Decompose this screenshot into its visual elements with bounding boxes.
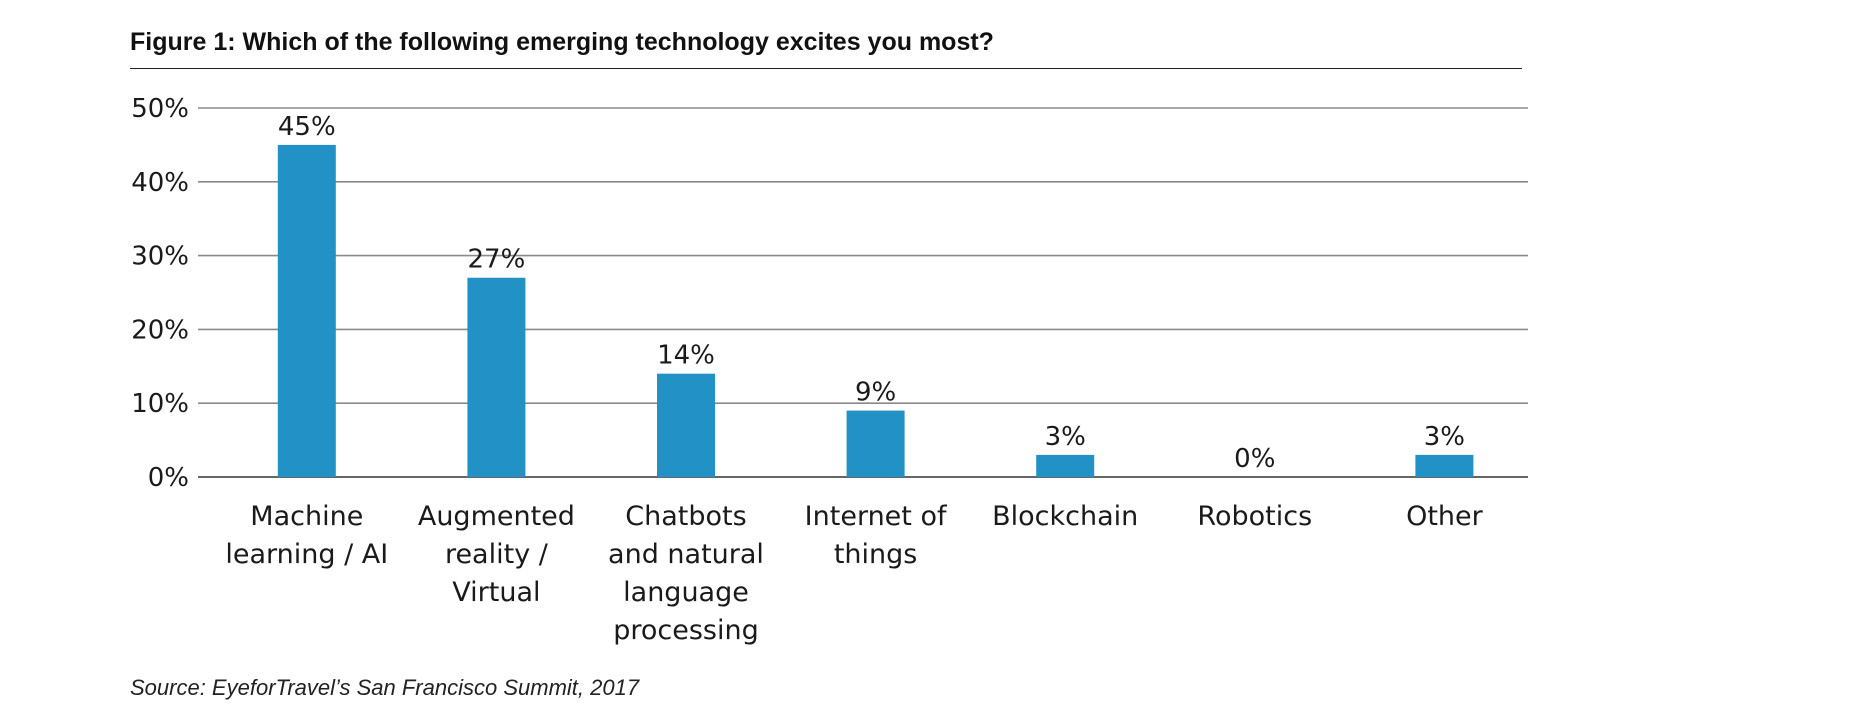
data-label: 3% [1424,422,1465,452]
y-tick-label: 0% [148,463,189,493]
x-tick-label: Other [1406,501,1484,532]
x-tick-label: Internet of [805,501,948,532]
source-note: Source: EyeforTravel’s San Francisco Sum… [130,675,640,700]
bars [277,144,1474,477]
title-divider [130,68,1522,69]
bar [1036,454,1095,477]
x-tick-label: and natural [608,539,764,570]
y-tick-label: 30% [131,242,189,272]
x-tick-label: language [623,577,749,608]
y-tick-label: 50% [131,94,189,124]
bar [657,373,715,477]
x-tick-label: Robotics [1197,501,1312,532]
y-tick-label: 40% [131,168,189,198]
data-label: 0% [1234,444,1275,474]
bar [1415,454,1474,477]
data-label: 45% [278,112,336,142]
x-tick-label: Chatbots [625,501,746,532]
bar [467,277,526,477]
x-tick-label: reality / [445,539,549,570]
data-label: 3% [1045,422,1086,452]
data-label: 9% [855,378,896,408]
x-tick-label: Augmented [418,501,575,532]
chart-title: Figure 1: Which of the following emergin… [130,28,994,56]
x-axis-labels: Machine learning / AI Augmented reality / Vi… [225,501,1483,646]
x-tick-label: things [834,539,918,570]
x-tick-label: Machine [250,501,363,532]
x-tick-label: learning / AI [225,539,388,570]
y-tick-label: 10% [131,389,189,419]
bar [277,144,336,477]
bar [846,410,905,477]
x-tick-label: Virtual [452,577,540,608]
x-tick-label: processing [613,615,759,646]
x-tick-label: Blockchain [992,501,1138,532]
y-tick-label: 20% [131,315,189,345]
data-label: 14% [657,341,715,371]
data-label: 27% [468,245,526,275]
data-labels: 45% 27% 14% 9% 3% 0% 3% [278,112,1465,474]
y-axis-ticks: 0% 10% 20% 30% 40% 50% [131,94,189,493]
